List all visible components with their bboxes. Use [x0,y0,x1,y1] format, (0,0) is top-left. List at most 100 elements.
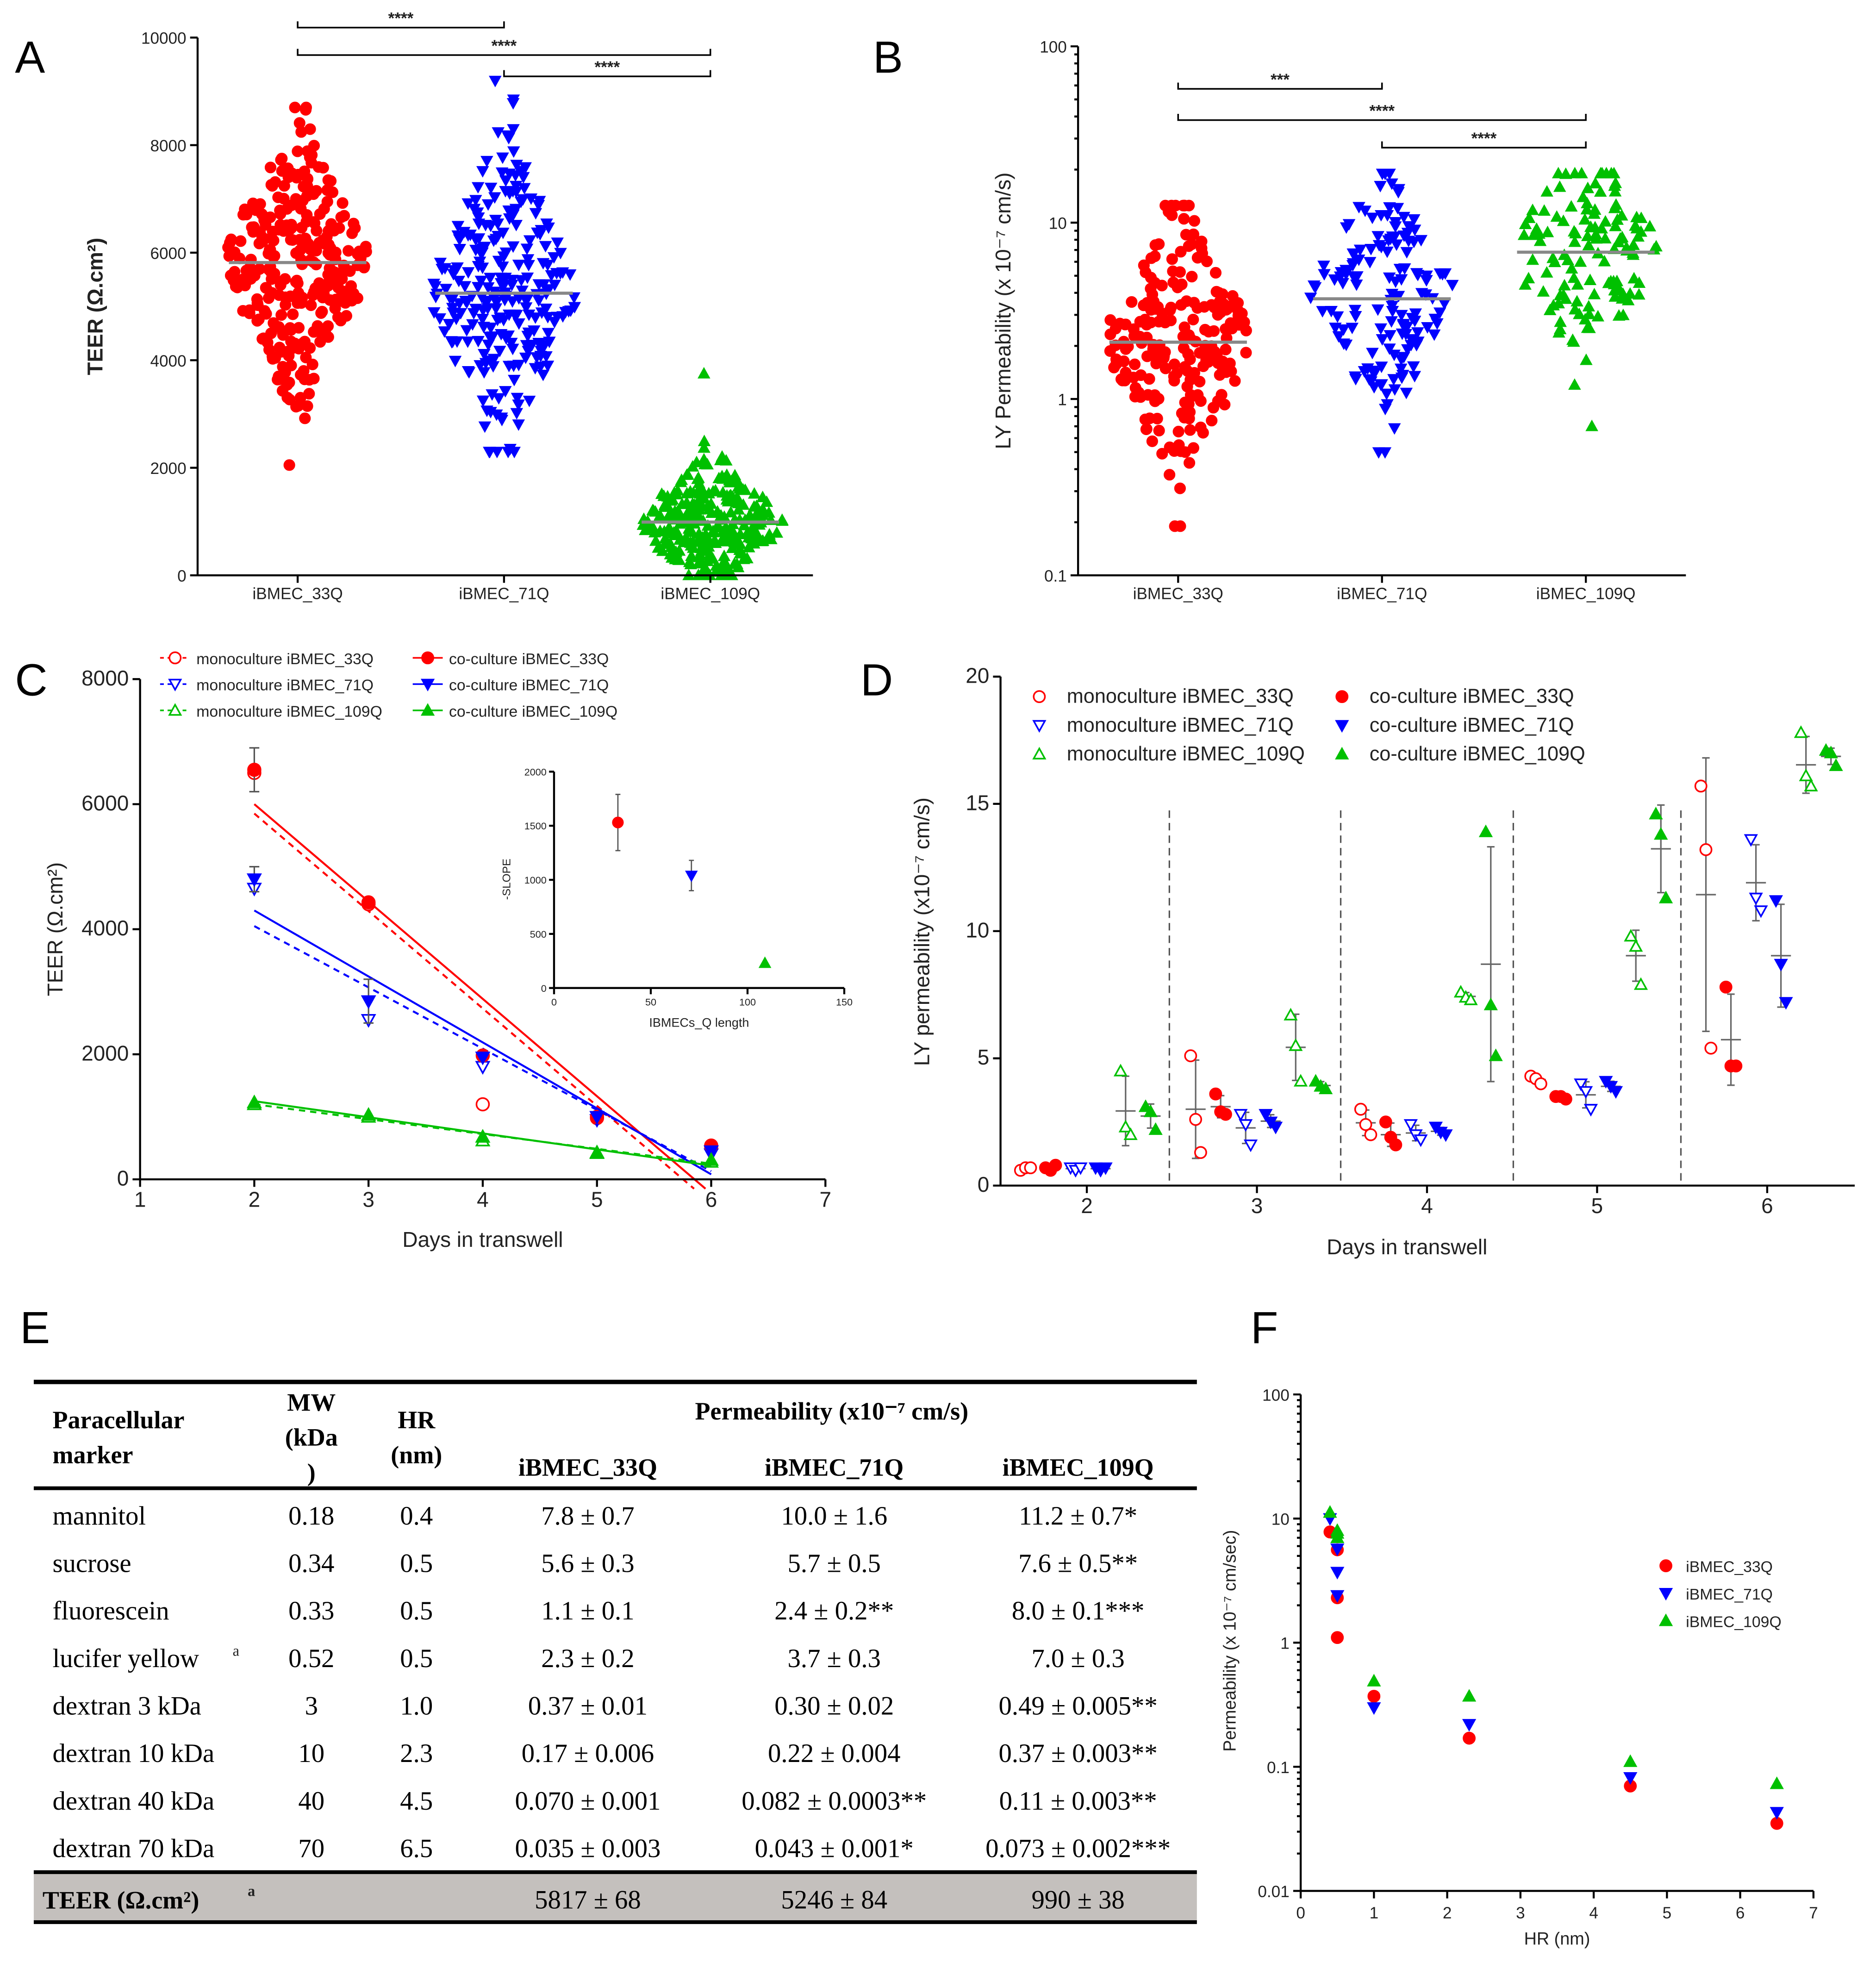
data-point [511,392,524,405]
inset-y-tick-label: 1500 [524,820,547,832]
data-point [541,361,555,373]
data-point [360,241,372,253]
data-point [1178,411,1190,423]
data-point [532,279,546,291]
panel-d-ly-permeability-timecourse: monoculture iBMEC_33Q co-culture iBMEC_33… [910,663,1855,1259]
data-point [1769,895,1783,908]
legend-marker [1658,1587,1673,1601]
cell-hr: 0.5 [400,1596,433,1625]
y-axis-title: Permeability (x 10⁻⁷ cm/sec) [1221,1530,1240,1752]
inset-y-tick-label: 1000 [524,874,547,886]
data-point [1754,905,1768,918]
data-point [1376,334,1389,346]
data-point [1184,1049,1197,1063]
data-point [1462,1719,1477,1732]
data-point [1694,779,1708,793]
data-point [698,435,711,446]
data-point [346,227,358,239]
data-point [1366,212,1379,224]
data-point [260,282,272,294]
data-point [1580,353,1593,365]
data-point [464,230,477,241]
cell-permeability: 0.22 ± 0.004 [768,1739,900,1768]
data-point [1401,344,1414,356]
panel-c-teer-timecourse: monoculture iBMEC_33Q monoculture iBMEC_7… [43,650,853,1251]
data-point [1203,326,1215,338]
data-point [1304,293,1317,305]
data-point [1630,211,1643,223]
data-point [1140,423,1152,436]
data-point [1464,992,1478,1005]
data-point [300,351,312,363]
data-point [453,244,467,255]
data-point [496,261,509,273]
data-point [503,168,516,181]
teer-value: 5817 ± 68 [535,1885,641,1914]
data-point [663,509,676,521]
data-point [1583,321,1596,333]
legend-marker [1335,720,1349,733]
data-point [1540,185,1553,197]
data-point [492,255,505,268]
data-point [1565,262,1578,274]
panel-d-x-tick-label: 3 [1251,1194,1263,1218]
data-point [507,94,520,106]
panel-c-x-tick-label: 1 [134,1188,146,1212]
data-point [684,558,698,569]
data-point [1349,311,1362,323]
panel-c-y-tick-label: 4000 [81,916,129,940]
data-point [1383,343,1396,355]
data-point [1749,892,1763,906]
legend-label: co-culture iBMEC_33Q [1370,685,1574,708]
panel-f-y-tick-label: 0.1 [1267,1759,1290,1777]
data-point [551,237,564,249]
data-point [1129,382,1141,394]
data-point [663,525,676,536]
data-point [520,243,534,255]
data-point [1126,296,1138,308]
data-point [1548,255,1561,268]
data-point [648,526,661,538]
data-point [1588,287,1601,299]
data-point [1704,1041,1718,1055]
cell-permeability: 7.6 ± 0.5** [1018,1549,1138,1578]
data-point [461,198,474,210]
data-point [310,244,322,257]
data-point [462,367,476,379]
data-point [1145,252,1157,264]
data-point [1522,212,1536,223]
data-point [1348,305,1362,317]
cell-hr: 2.3 [400,1739,433,1768]
data-point [1168,370,1180,382]
data-point [476,305,490,317]
data-point [1119,318,1131,330]
data-point [496,152,509,164]
data-point [1049,1158,1062,1172]
cell-marker: dextran 10 kDa [52,1739,214,1768]
significance-bracket [297,49,711,56]
data-point [486,331,499,343]
data-point [720,454,733,466]
data-point [1359,205,1372,218]
inset-x-tick-label: 0 [551,996,557,1008]
data-point [543,336,556,349]
data-point [279,291,291,303]
data-point [1794,725,1808,738]
data-point [1156,448,1168,460]
data-point [471,182,485,194]
data-point [1123,1127,1138,1140]
data-point [461,336,474,348]
data-point [1318,1081,1333,1095]
data-point [1024,1161,1037,1175]
data-point [1165,314,1177,326]
data-point [491,218,505,230]
data-point [1194,375,1206,388]
cell-marker: mannitol [52,1501,146,1531]
data-point [1191,302,1203,314]
data-point [460,325,474,337]
data-point [687,486,700,498]
data-point [451,262,464,274]
data-point [1361,363,1374,375]
data-point [285,360,297,372]
data-point [304,151,316,163]
